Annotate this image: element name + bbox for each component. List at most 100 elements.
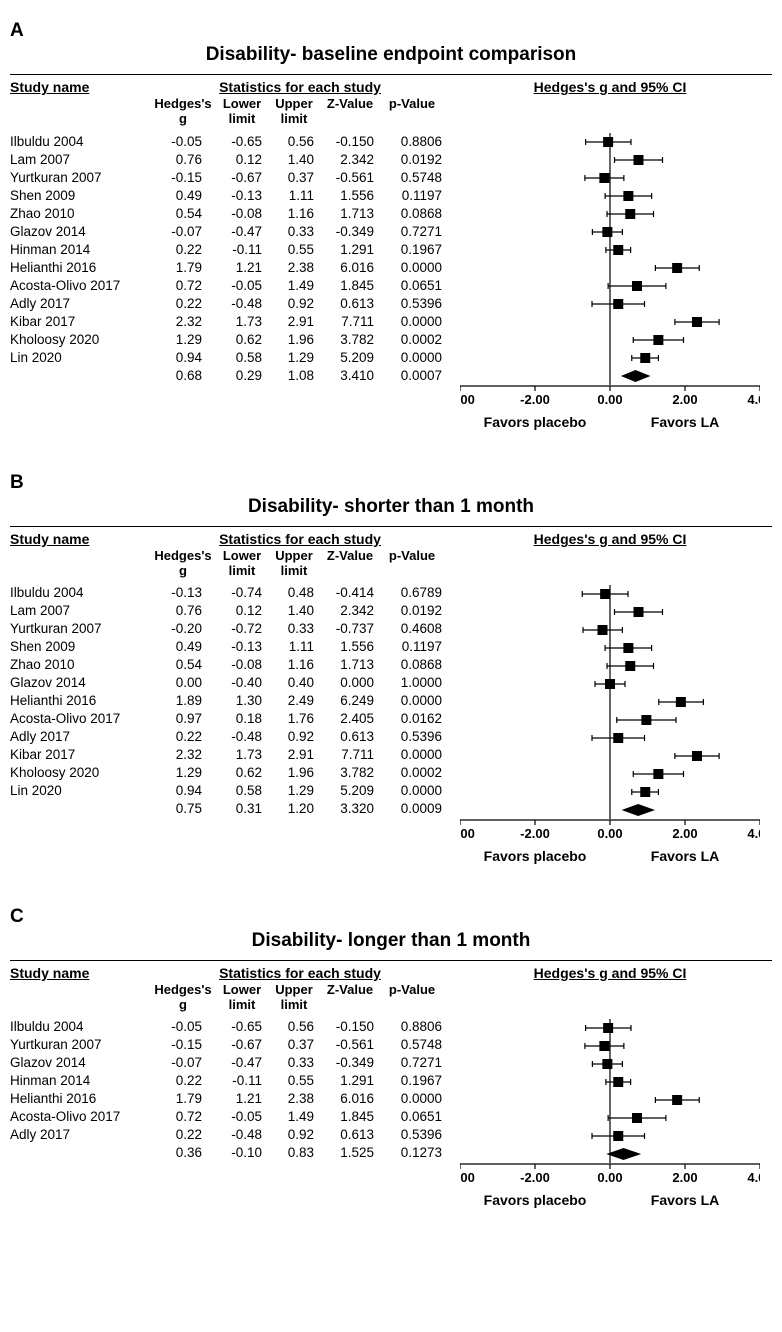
summary-row: 0.68 0.29 1.08 3.410 0.0007 bbox=[10, 367, 450, 385]
favors-left: Favors placebo bbox=[460, 848, 610, 864]
favors-right: Favors LA bbox=[610, 1192, 760, 1208]
cell-p: 0.1197 bbox=[380, 638, 444, 657]
cell-z: 1.291 bbox=[320, 241, 380, 260]
cell-g: 2.32 bbox=[150, 313, 216, 332]
cell-up: 0.92 bbox=[268, 728, 320, 747]
subheader-up: Upperlimit bbox=[268, 97, 320, 127]
cell-low: -0.65 bbox=[216, 1018, 268, 1037]
panel-letter: C bbox=[10, 906, 772, 928]
cell-g: 0.49 bbox=[150, 638, 216, 657]
header-study: Study name bbox=[10, 965, 150, 981]
cell-up: 0.40 bbox=[268, 674, 320, 693]
cell-study: Adly 2017 bbox=[10, 728, 150, 747]
cell-p: 0.0002 bbox=[380, 331, 444, 350]
cell-up: 1.49 bbox=[268, 1108, 320, 1127]
cell-g: 0.75 bbox=[150, 800, 216, 819]
study-row: Lam 2007 0.76 0.12 1.40 2.342 0.0192 bbox=[10, 603, 450, 621]
cell-z: 6.249 bbox=[320, 692, 380, 711]
cell-p: 0.0192 bbox=[380, 151, 444, 170]
summary-diamond bbox=[622, 804, 655, 816]
tick-label: 0.00 bbox=[597, 1170, 622, 1185]
subheader-g: Hedges'sg bbox=[150, 983, 216, 1013]
cell-p: 0.0651 bbox=[380, 1108, 444, 1127]
study-row: Lin 2020 0.94 0.58 1.29 5.209 0.0000 bbox=[10, 349, 450, 367]
cell-g: -0.15 bbox=[150, 169, 216, 188]
study-row: Shen 2009 0.49 -0.13 1.11 1.556 0.1197 bbox=[10, 639, 450, 657]
cell-up: 1.40 bbox=[268, 151, 320, 170]
divider bbox=[10, 74, 772, 75]
cell-g: -0.05 bbox=[150, 133, 216, 152]
cell-up: 0.37 bbox=[268, 169, 320, 188]
cell-up: 0.56 bbox=[268, 133, 320, 152]
cell-g: 1.89 bbox=[150, 692, 216, 711]
header-row: Study name Statistics for each study Hed… bbox=[10, 79, 772, 95]
tick-label: 4.00 bbox=[747, 392, 760, 407]
cell-study: Helianthi 2016 bbox=[10, 259, 150, 278]
cell-p: 0.0000 bbox=[380, 746, 444, 765]
subheader-low: Lowerlimit bbox=[216, 983, 268, 1013]
subheader-g: Hedges'sg bbox=[150, 549, 216, 579]
study-row: Adly 2017 0.22 -0.48 0.92 0.613 0.5396 bbox=[10, 295, 450, 313]
study-row: Helianthi 2016 1.89 1.30 2.49 6.249 0.00… bbox=[10, 693, 450, 711]
cell-low: -0.48 bbox=[216, 728, 268, 747]
cell-g: 2.32 bbox=[150, 746, 216, 765]
cell-study: Hinman 2014 bbox=[10, 241, 150, 260]
cell-z: 1.291 bbox=[320, 1072, 380, 1091]
cell-p: 0.0162 bbox=[380, 710, 444, 729]
cell-low: 0.18 bbox=[216, 710, 268, 729]
cell-study: Kibar 2017 bbox=[10, 313, 150, 332]
cell-p: 0.5748 bbox=[380, 1036, 444, 1055]
point-marker bbox=[613, 1131, 623, 1141]
cell-g: 0.54 bbox=[150, 205, 216, 224]
point-marker bbox=[623, 191, 633, 201]
subheader-p: p-Value bbox=[380, 97, 444, 127]
divider bbox=[10, 526, 772, 527]
cell-g: 0.22 bbox=[150, 1072, 216, 1091]
cell-low: -0.48 bbox=[216, 295, 268, 314]
cell-z: 1.713 bbox=[320, 205, 380, 224]
cell-z: -0.561 bbox=[320, 169, 380, 188]
cell-low: -0.74 bbox=[216, 584, 268, 603]
subheader-z: Z-Value bbox=[320, 549, 380, 579]
cell-up: 1.49 bbox=[268, 277, 320, 296]
header-stats: Statistics for each study bbox=[150, 79, 450, 95]
cell-low: -0.05 bbox=[216, 1108, 268, 1127]
cell-study: Hinman 2014 bbox=[10, 1072, 150, 1091]
cell-z: 5.209 bbox=[320, 782, 380, 801]
tick-label: -4.00 bbox=[460, 1170, 475, 1185]
cell-p: 0.0000 bbox=[380, 313, 444, 332]
favors-row: Favors placebo Favors LA bbox=[460, 848, 760, 864]
study-row: Adly 2017 0.22 -0.48 0.92 0.613 0.5396 bbox=[10, 729, 450, 747]
point-marker bbox=[640, 787, 650, 797]
cell-z: 6.016 bbox=[320, 1090, 380, 1109]
cell-up: 1.11 bbox=[268, 638, 320, 657]
cell-g: 0.94 bbox=[150, 782, 216, 801]
cell-up: 1.20 bbox=[268, 800, 320, 819]
cell-p: 0.7271 bbox=[380, 223, 444, 242]
cell-low: -0.05 bbox=[216, 277, 268, 296]
cell-g: 0.54 bbox=[150, 656, 216, 675]
cell-g: 0.68 bbox=[150, 367, 216, 386]
cell-p: 0.1967 bbox=[380, 1072, 444, 1091]
cell-g: 0.94 bbox=[150, 349, 216, 368]
subheader-g: Hedges'sg bbox=[150, 97, 216, 127]
cell-up: 1.96 bbox=[268, 331, 320, 350]
cell-study: Acosta-Olivo 2017 bbox=[10, 277, 150, 296]
cell-p: 0.5396 bbox=[380, 1126, 444, 1145]
cell-p: 0.1273 bbox=[380, 1144, 444, 1163]
cell-p: 0.4608 bbox=[380, 620, 444, 639]
forest-panel-c: CDisability- longer than 1 month Study n… bbox=[10, 906, 772, 1208]
tick-label: 0.00 bbox=[597, 826, 622, 841]
cell-low: 0.12 bbox=[216, 602, 268, 621]
cell-low: -0.65 bbox=[216, 133, 268, 152]
cell-up: 0.55 bbox=[268, 1072, 320, 1091]
cell-up: 1.16 bbox=[268, 205, 320, 224]
table-body: Ilbuldu 2004 -0.13 -0.74 0.48 -0.414 0.6… bbox=[10, 585, 772, 819]
cell-up: 1.96 bbox=[268, 764, 320, 783]
cell-up: 2.38 bbox=[268, 259, 320, 278]
cell-low: -0.48 bbox=[216, 1126, 268, 1145]
study-row: Ilbuldu 2004 -0.05 -0.65 0.56 -0.150 0.8… bbox=[10, 1019, 450, 1037]
study-row: Zhao 2010 0.54 -0.08 1.16 1.713 0.0868 bbox=[10, 205, 450, 223]
header-stats: Statistics for each study bbox=[150, 531, 450, 547]
cell-study: Lam 2007 bbox=[10, 602, 150, 621]
